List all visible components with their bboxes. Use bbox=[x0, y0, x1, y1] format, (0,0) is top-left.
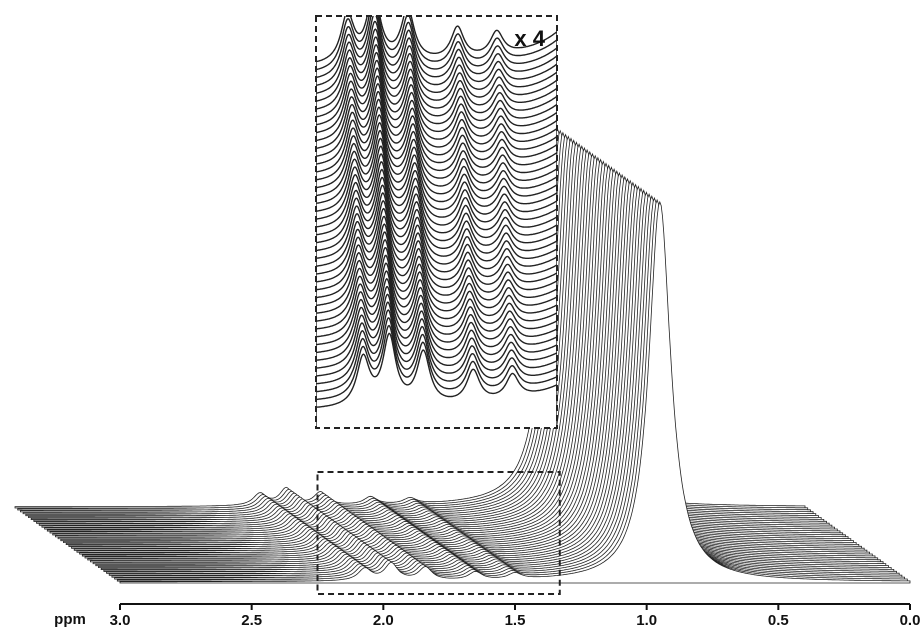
spectrum-trace bbox=[54, 154, 846, 538]
spectrum-trace bbox=[36, 141, 827, 524]
spectrum-trace bbox=[95, 183, 887, 567]
spectrum-trace bbox=[30, 137, 822, 520]
spectrum-trace bbox=[68, 164, 860, 547]
spectrum-trace bbox=[65, 162, 857, 545]
spectrum-trace bbox=[63, 160, 854, 544]
spectrum-trace bbox=[111, 195, 903, 578]
spectrum-trace bbox=[114, 196, 906, 580]
spectrum-trace bbox=[49, 150, 841, 534]
spectrum-trace bbox=[46, 148, 838, 532]
spectrum-trace bbox=[71, 166, 862, 549]
spectrum-trace bbox=[98, 185, 889, 569]
x-tick-label: 0.5 bbox=[768, 612, 789, 629]
spectrum-front bbox=[119, 200, 911, 584]
spectrum-trace bbox=[73, 168, 865, 551]
spectrum-trace bbox=[52, 152, 844, 536]
x-tick-label: 2.0 bbox=[373, 612, 394, 629]
spectrum-trace bbox=[28, 135, 819, 519]
spectrum-trace bbox=[100, 187, 892, 570]
spectrum-trace bbox=[44, 146, 836, 530]
inset-trace bbox=[316, 332, 557, 428]
spectrum-trace bbox=[103, 189, 895, 572]
x-axis-label: ppm bbox=[54, 611, 86, 628]
x-tick-label: 3.0 bbox=[110, 612, 131, 629]
spectrum-trace bbox=[76, 170, 868, 553]
spectrum-trace bbox=[33, 139, 825, 522]
inset-label: x 4 bbox=[514, 26, 545, 51]
spectrum-trace bbox=[79, 171, 871, 555]
spectrum-trace bbox=[81, 173, 873, 557]
spectrum-trace bbox=[84, 175, 876, 559]
x-tick-label: 1.0 bbox=[636, 612, 657, 629]
spectrum-trace bbox=[92, 181, 884, 565]
spectrum-trace bbox=[87, 177, 879, 561]
x-tick-label: 1.5 bbox=[505, 612, 526, 629]
spectrum-trace bbox=[57, 156, 849, 540]
spectrum-trace bbox=[38, 143, 830, 526]
spectrum-trace bbox=[89, 179, 881, 563]
inset-plot bbox=[316, 16, 557, 428]
zoom-region bbox=[316, 471, 561, 595]
spectrum-trace bbox=[60, 158, 852, 542]
spectrum-trace bbox=[108, 193, 900, 576]
main-plot bbox=[14, 125, 911, 595]
inset-frame bbox=[315, 15, 558, 429]
spectrum-trace bbox=[106, 191, 897, 574]
x-tick-label: 0.0 bbox=[900, 612, 921, 629]
x-tick-label: 2.5 bbox=[241, 612, 262, 629]
spectrum-trace bbox=[41, 145, 833, 528]
spectrum-trace bbox=[116, 198, 908, 582]
